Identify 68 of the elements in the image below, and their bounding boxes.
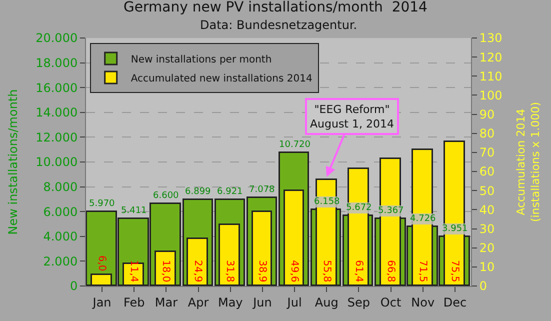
legend-label: New installations per month: [130, 54, 272, 66]
chart-title: Germany new PV installations/month 2014: [124, 0, 428, 16]
x-tick-label: Jun: [252, 295, 272, 310]
y2-tick-label: 100: [479, 88, 502, 102]
chart-subtitle: Data: Bundesnetzagentur.: [200, 18, 358, 32]
data-label: 66,8: [384, 260, 396, 282]
x-tick-label: Sep: [347, 295, 370, 310]
y2-tick-label: 70: [479, 146, 495, 160]
data-label: 3.951: [442, 224, 468, 234]
y2-tick-label: 0: [479, 279, 488, 294]
y-tick-label: 18.000: [36, 56, 78, 70]
y-tick-label: 2.000: [43, 254, 78, 268]
y-tick-label: 6.000: [43, 204, 78, 219]
y-tick-label: 8.000: [43, 180, 78, 194]
data-label: 6.899: [185, 187, 212, 197]
data-label: 4.726: [410, 214, 436, 224]
y2-tick-label: 110: [479, 69, 502, 84]
x-tick-label: Jan: [92, 295, 112, 310]
data-label: 75,5: [448, 260, 460, 282]
data-label: 49,6: [288, 260, 300, 282]
y2-tick-label: 20: [479, 241, 495, 256]
x-tick-label: Dec: [443, 295, 467, 310]
data-label: 18,0: [160, 260, 171, 282]
data-label: 11,4: [128, 260, 139, 282]
y-tick-label: 4.000: [43, 230, 78, 244]
x-tick-label: Oct: [380, 295, 402, 310]
data-label: 71,5: [416, 260, 428, 282]
y-tick-label: 0: [70, 279, 78, 294]
y2-tick-label: 50: [479, 184, 495, 198]
y2-tick-label: 30: [479, 222, 495, 236]
x-tick-label: Mar: [154, 295, 178, 310]
data-label: 5.411: [121, 206, 147, 216]
y-tick-label: 10.000: [36, 155, 78, 170]
data-label: 7.078: [249, 185, 276, 195]
y2-tick-label: 130: [479, 31, 502, 46]
y-tick-label: 20.000: [36, 31, 78, 46]
y2-tick-label: 120: [479, 50, 502, 64]
y2-tick-label: 40: [479, 202, 495, 217]
data-label: 31,8: [224, 260, 235, 282]
data-label: 5.672: [346, 203, 372, 213]
data-label: 10.720: [279, 140, 311, 150]
y-tick-label: 12.000: [36, 130, 78, 144]
data-label: 24,9: [192, 260, 203, 282]
data-label: 61,4: [352, 260, 364, 282]
data-label: 6.158: [314, 197, 340, 207]
data-label: 55,8: [320, 260, 332, 282]
legend-label: Accumulated new installations 2014: [130, 73, 312, 84]
data-label: 5.970: [89, 199, 116, 209]
x-tick-label: Aug: [314, 295, 338, 310]
x-tick-label: Nov: [411, 295, 435, 310]
data-label: 6.600: [153, 191, 180, 201]
data-label: 6.921: [217, 187, 243, 197]
y2-tick-label: 60: [479, 164, 495, 179]
annotation: "EEG Reform" August 1, 2014: [310, 103, 394, 130]
y-axis-title: New installations/month: [6, 89, 20, 235]
y2-tick-label: 10: [479, 260, 495, 274]
data-label: 5.367: [378, 206, 404, 216]
y-tick-label: 14.000: [36, 106, 78, 120]
data-label: 6,0: [96, 255, 107, 272]
x-tick-label: Apr: [188, 295, 209, 310]
data-label: 38,9: [256, 260, 268, 282]
y2-tick-label: 80: [479, 126, 495, 141]
y2-tick-label: 90: [479, 108, 495, 122]
y2-axis-title: Accumulation 2014 (installations x 1.000): [514, 102, 542, 222]
y-tick-label: 16.000: [36, 80, 78, 95]
x-tick-label: Feb: [124, 295, 145, 310]
x-tick-label: May: [218, 295, 243, 310]
x-tick-label: Jul: [286, 295, 302, 310]
